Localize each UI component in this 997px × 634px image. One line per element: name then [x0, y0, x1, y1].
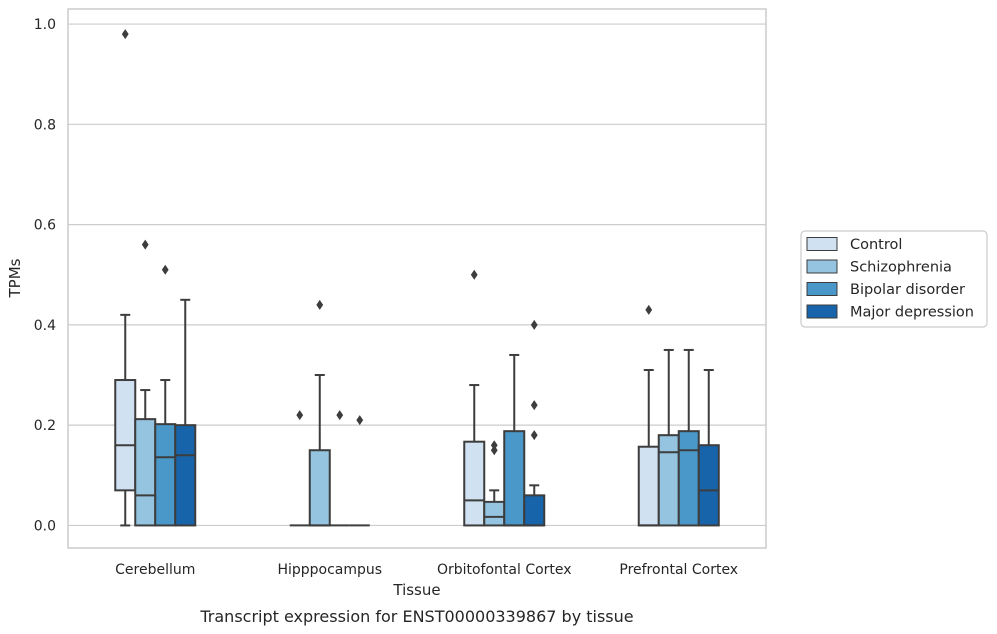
x-tick-label: Cerebellum	[115, 562, 195, 578]
outlier-point	[490, 440, 498, 451]
plot-area-frame	[67, 8, 767, 549]
y-axis-label: TPMs	[6, 258, 24, 298]
legend-entry-label: Control	[850, 237, 902, 253]
box-body	[154, 423, 177, 527]
x-tick-label: Prefrontal Cortex	[619, 562, 738, 578]
legend-entry-label: Bipolar disorder	[850, 282, 965, 298]
box-2-1	[329, 410, 350, 527]
box-body	[677, 430, 700, 527]
y-tick-label: 0.4	[34, 318, 56, 334]
y-tick-label: 0.0	[34, 518, 56, 534]
box-plots	[114, 29, 720, 527]
box-0-1	[289, 410, 310, 527]
x-tick-labels: Cerebellum Hipppocampus Orbitofontal Corte…	[115, 562, 738, 578]
outlier-point	[470, 269, 478, 280]
box-body	[463, 440, 486, 527]
box-2-0	[154, 264, 177, 527]
outlier-point	[161, 264, 169, 275]
box-body	[503, 430, 526, 527]
box-1-1	[308, 299, 331, 527]
legend-swatch	[806, 237, 838, 251]
y-tick-label: 1.0	[34, 17, 56, 33]
box-1-3	[657, 348, 680, 527]
outlier-point	[316, 299, 324, 310]
legend-swatch	[806, 282, 838, 296]
box-body	[697, 444, 720, 527]
legend-frame	[800, 230, 988, 328]
legend-entry-label: Major depression	[850, 305, 974, 321]
outlier-point	[356, 415, 364, 426]
outlier-point	[530, 430, 538, 441]
box-body	[134, 418, 157, 527]
legend: Control Schizophrenia Bipolar disorder Majo…	[800, 230, 988, 328]
box-1-0	[134, 239, 157, 527]
y-tick-label: 0.6	[34, 218, 56, 234]
y-tick-label: 0.2	[34, 418, 56, 434]
outlier-point	[336, 410, 344, 421]
outlier-point	[490, 445, 498, 456]
box-0-3	[637, 304, 660, 527]
box-3-3	[697, 369, 720, 527]
x-tick-label: Orbitofontal Cortex	[437, 562, 572, 578]
box-3-1	[349, 415, 370, 527]
box-body	[523, 494, 546, 527]
box-body	[114, 379, 137, 492]
box-2-2	[503, 353, 526, 527]
box-body	[657, 434, 680, 527]
box-0-2	[463, 269, 486, 527]
box-body	[637, 445, 660, 527]
box-1-2	[483, 440, 506, 527]
outlier-point	[296, 410, 304, 421]
legend-swatch	[806, 259, 838, 274]
x-tick-label: Hipppocampus	[277, 562, 382, 578]
box-3-2	[523, 319, 546, 527]
box-body	[308, 449, 331, 527]
figure-caption: Transcript expression for ENST0000033986…	[199, 607, 633, 626]
outlier-point	[645, 304, 653, 315]
box-body	[174, 424, 197, 527]
outlier-point	[141, 239, 149, 250]
y-tick-labels: 0.0 0.2 0.4 0.6 0.8 1.0	[34, 17, 56, 534]
box-2-3	[677, 348, 700, 527]
box-0-0	[114, 29, 137, 527]
box-3-0	[174, 298, 197, 527]
outlier-point	[121, 29, 129, 40]
outlier-point	[530, 319, 538, 330]
x-axis-label: Tissue	[392, 581, 440, 599]
box-body	[483, 500, 506, 527]
y-tick-label: 0.8	[34, 117, 56, 133]
legend-swatch	[806, 304, 838, 319]
legend-entry-label: Schizophrenia	[850, 260, 952, 276]
outlier-point	[530, 400, 538, 411]
